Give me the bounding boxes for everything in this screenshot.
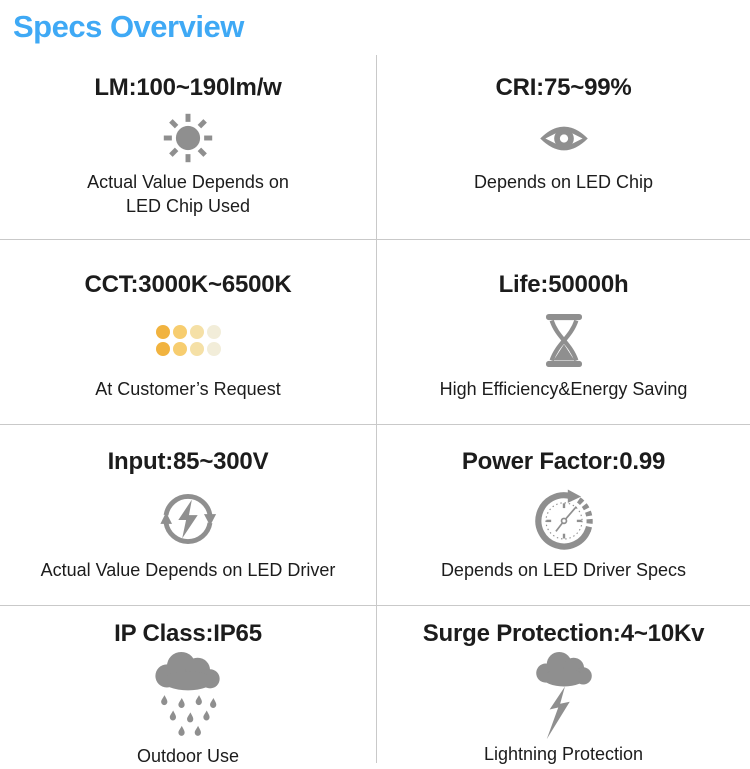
spec-desc: Actual Value Depends on LED Driver xyxy=(40,560,336,581)
spec-cell-luminous-efficacy: LM:100~190lm/w Actual Value Depends on L… xyxy=(0,55,377,240)
spec-desc: High Efficiency&Energy Saving xyxy=(439,379,688,400)
spec-desc: Depends on LED Chip xyxy=(473,172,654,192)
spec-icon-box xyxy=(155,302,221,378)
spec-title: Power Factor:0.99 xyxy=(461,448,666,475)
spec-title: Surge Protection:4~10Kv xyxy=(422,620,705,647)
spec-title: IP Class:IP65 xyxy=(114,620,262,647)
spec-icon-box xyxy=(543,302,585,378)
spec-icon-box xyxy=(539,105,589,171)
hourglass-icon xyxy=(545,313,582,367)
storm-cloud-icon xyxy=(535,651,592,740)
spec-desc: Outdoor Use xyxy=(136,746,240,766)
power-cycle-icon xyxy=(160,494,217,545)
spec-title: LM:100~190lm/w xyxy=(94,74,282,101)
spec-cell-power-factor: Power Factor:0.99 xyxy=(377,425,750,606)
spec-desc: Actual Value Depends on LED Chip Used xyxy=(87,172,289,216)
spec-desc: Lightning Protection xyxy=(483,744,644,764)
spec-title: CRI:75~99% xyxy=(495,74,632,101)
spec-cell-ip-class: IP Class:IP65 xyxy=(0,606,377,766)
spec-icon-box xyxy=(526,479,602,559)
spec-icon-box xyxy=(151,651,225,745)
spec-icon-box xyxy=(532,651,596,743)
spec-desc: Depends on LED Driver Specs xyxy=(440,560,687,581)
rain-cloud-icon xyxy=(155,651,220,736)
spec-title: Input:85~300V xyxy=(107,448,269,475)
spec-desc: At Customer’s Request xyxy=(95,379,281,400)
spec-icon-box xyxy=(157,479,219,559)
page-title: Specs Overview xyxy=(13,9,244,44)
spec-cell-cri: CRI:75~99% Depends on LED Chip xyxy=(377,55,750,240)
spec-cell-input-voltage: Input:85~300V Actual Value Depends on LE… xyxy=(0,425,377,606)
spec-cell-surge-protection: Surge Protection:4~10Kv Lightning Protec… xyxy=(377,606,750,764)
specs-grid: LM:100~190lm/w Actual Value Depends on L… xyxy=(0,55,750,766)
cct-dots-icon xyxy=(155,324,221,356)
spec-title: CCT:3000K~6500K xyxy=(84,271,292,298)
eye-icon xyxy=(539,126,588,150)
spec-cell-life: Life:50000h High Efficiency&Energy Savin… xyxy=(377,240,750,425)
clock-icon xyxy=(534,489,593,550)
spec-cell-cct: CCT:3000K~6500K At Customer’s Request xyxy=(0,240,377,425)
sun-icon xyxy=(163,113,213,163)
spec-icon-box xyxy=(162,105,214,171)
spec-title: Life:50000h xyxy=(498,271,629,298)
